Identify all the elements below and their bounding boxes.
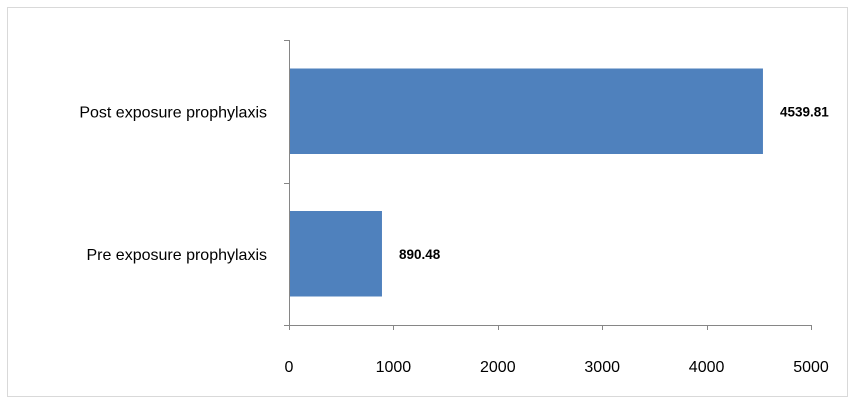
data-label: 4539.81: [780, 104, 829, 119]
x-tick-label: 3000: [584, 359, 620, 376]
bars-layer: [290, 68, 763, 297]
labels-layer: 0 1000 2000 3000 4000 5000 Post exposure proph…: [79, 104, 829, 376]
bar-post-exposure-prophylaxis: [290, 68, 763, 154]
x-tick-label: 4000: [689, 359, 725, 376]
x-tick-label: 5000: [793, 359, 829, 376]
x-tick-label: 1000: [376, 359, 412, 376]
ticks-layer: [284, 40, 812, 330]
bar-pre-exposure-prophylaxis: [290, 211, 382, 297]
data-label: 890.48: [399, 247, 441, 262]
x-tick-label: 0: [285, 359, 294, 376]
chart-border: [7, 7, 848, 397]
category-label: Pre exposure prophylaxis: [86, 247, 267, 264]
category-label: Post exposure prophylaxis: [79, 104, 267, 121]
x-tick-label: 2000: [480, 359, 516, 376]
